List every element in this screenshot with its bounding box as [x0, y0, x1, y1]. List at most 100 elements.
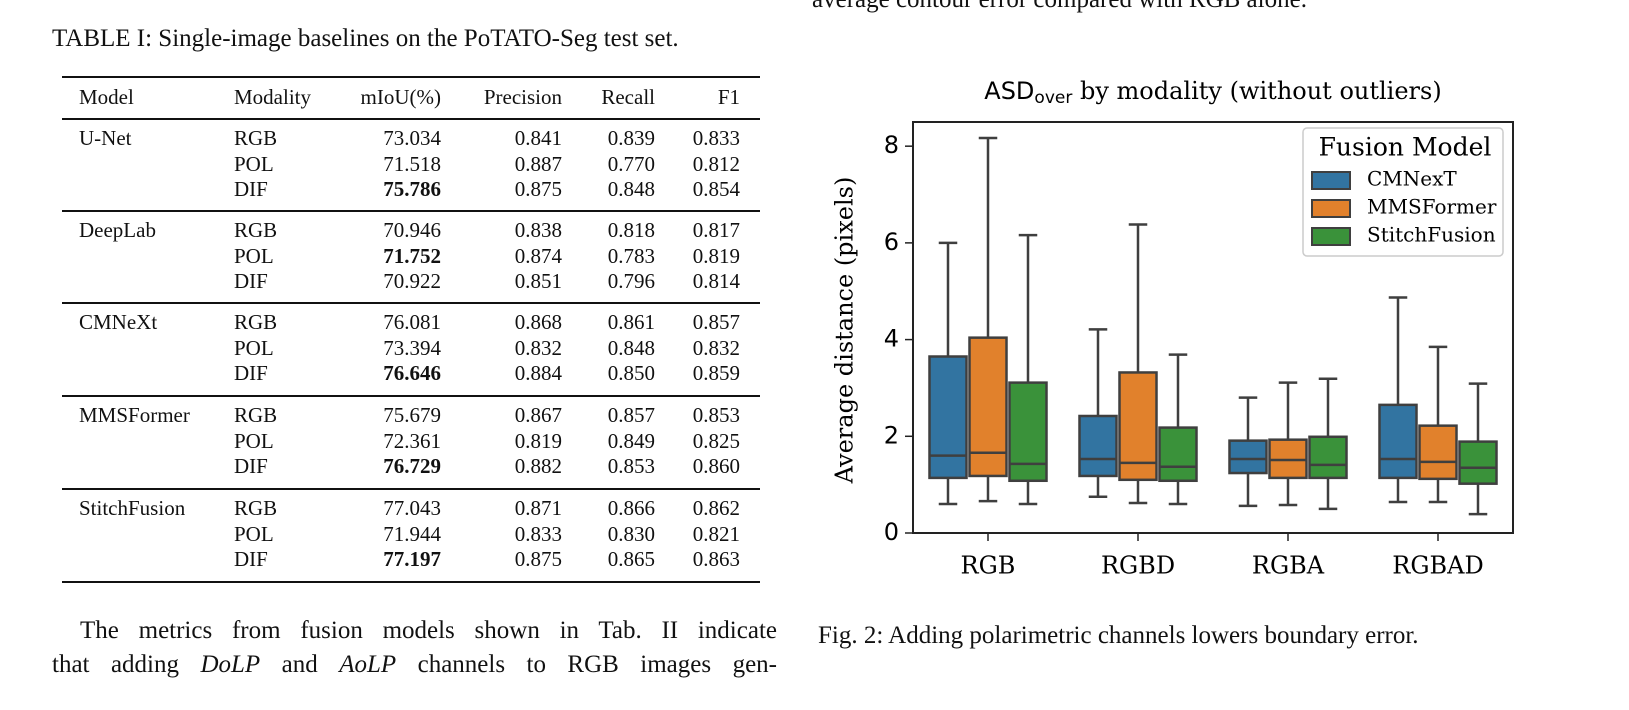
- table-cell: 0.833: [514, 521, 562, 546]
- table-cell: 76.081: [383, 310, 441, 334]
- plot-frame: [912, 121, 1514, 534]
- table-cell: POL: [234, 335, 274, 360]
- box: [1308, 435, 1348, 480]
- x-tick-label: RGBD: [1101, 552, 1175, 580]
- table-cell: 0.830: [607, 521, 655, 546]
- table-cell: 71.518: [383, 151, 441, 176]
- header-cell: Model: [79, 85, 134, 109]
- table-cell: 0.841: [514, 126, 562, 150]
- text-run: The metrics from fusion models shown in …: [80, 617, 777, 644]
- box: [968, 336, 1008, 478]
- table-cell: DIF: [234, 269, 268, 294]
- header-cell: Modality: [234, 85, 311, 109]
- figure-caption: Fig. 2: Adding polarimetric channels low…: [818, 622, 1419, 649]
- table-cell: 77.043: [383, 496, 441, 520]
- table-cell: 0.857: [692, 310, 740, 334]
- box: [1158, 426, 1198, 483]
- table-cell: 0.819: [514, 428, 562, 453]
- legend-box: [1302, 127, 1504, 257]
- legend-swatch: [1311, 199, 1351, 218]
- chart-title: ASDover by modality (without outliers): [984, 77, 1441, 109]
- box: [1458, 440, 1498, 485]
- table-cell: 0.862: [692, 496, 740, 520]
- table-cell: 0.853: [692, 403, 740, 427]
- italic-text: AoLP: [339, 651, 397, 678]
- y-tick-label: 6: [884, 228, 899, 256]
- table-cell: 0.865: [607, 547, 655, 572]
- table-cell: 76.729: [383, 454, 441, 479]
- model-name: StitchFusion: [79, 496, 186, 520]
- table-cell: 71.752: [383, 243, 441, 268]
- table-cell: 0.887: [514, 151, 562, 176]
- table-cell: 0.882: [514, 454, 562, 479]
- paragraph-line: that adding DoLP and AoLP channels to RG…: [52, 651, 777, 679]
- table-cell: 0.859: [692, 361, 740, 386]
- table-rule: [62, 395, 760, 397]
- table-cell: 0.871: [514, 496, 562, 520]
- table-cell: 0.848: [607, 177, 655, 202]
- table-cell: 0.875: [514, 177, 562, 202]
- header-cell: Recall: [601, 85, 655, 109]
- table-cell: 0.783: [607, 243, 655, 268]
- table-rule: [62, 76, 760, 78]
- table-cell: DIF: [234, 454, 268, 479]
- table-caption: TABLE I: Single-image baselines on the P…: [52, 25, 679, 52]
- table-cell: RGB: [234, 126, 278, 150]
- title-rest: by modality (without outliers): [1072, 77, 1441, 105]
- box: [1078, 414, 1118, 478]
- table-cell: 70.922: [383, 269, 441, 294]
- table-cell: 0.884: [514, 361, 562, 386]
- table-cell: 0.875: [514, 547, 562, 572]
- table-cell: 0.770: [607, 151, 655, 176]
- model-name: CMNeXt: [79, 310, 158, 334]
- table-cell: 73.034: [383, 126, 441, 150]
- table-cell: 0.854: [692, 177, 740, 202]
- box: [928, 355, 968, 480]
- table-cell: 0.825: [692, 428, 740, 453]
- table-cell: DIF: [234, 361, 268, 386]
- model-name: DeepLab: [79, 218, 156, 242]
- table-cell: POL: [234, 151, 274, 176]
- box: [1418, 424, 1458, 481]
- box: [1228, 439, 1268, 475]
- header-cell: Precision: [483, 85, 562, 109]
- table-rule: [62, 302, 760, 304]
- table-cell: 0.818: [607, 218, 655, 242]
- table-cell: 0.814: [692, 269, 740, 294]
- model-name: MMSFormer: [79, 403, 190, 427]
- table-cell: 0.838: [514, 218, 562, 242]
- legend-title: Fusion Model: [1319, 133, 1492, 162]
- text-run: that adding: [52, 651, 201, 678]
- table-cell: 0.832: [692, 335, 740, 360]
- table-cell: 71.944: [383, 521, 441, 546]
- table-cell: 0.853: [607, 454, 655, 479]
- table-cell: POL: [234, 428, 274, 453]
- table-cell: 73.394: [383, 335, 441, 360]
- table-rule: [62, 210, 760, 212]
- model-name: U-Net: [79, 126, 132, 150]
- legend-swatch: [1311, 227, 1351, 246]
- x-tick-label: RGB: [961, 552, 1016, 580]
- table-cell: 75.786: [383, 177, 441, 202]
- title-main: ASD: [984, 77, 1034, 105]
- table-cell: RGB: [234, 310, 278, 334]
- table-cell: RGB: [234, 496, 278, 520]
- header-cell: F1: [717, 85, 740, 109]
- table-cell: 0.863: [692, 547, 740, 572]
- box: [1378, 403, 1418, 480]
- italic-text: DoLP: [200, 651, 261, 678]
- table-cell: RGB: [234, 218, 278, 242]
- table-cell: 0.817: [692, 218, 740, 242]
- paragraph-line: The metrics from fusion models shown in …: [80, 617, 777, 645]
- table-cell: 76.646: [383, 361, 441, 386]
- table-cell: 0.821: [692, 521, 740, 546]
- y-tick-label: 8: [884, 131, 899, 159]
- header-cell: mIoU(%): [360, 85, 441, 109]
- table-rule: [62, 118, 760, 120]
- legend-label: CMNexT: [1367, 167, 1457, 191]
- box: [1008, 381, 1048, 483]
- table-cell: 0.833: [692, 126, 740, 150]
- table-cell: 0.849: [607, 428, 655, 453]
